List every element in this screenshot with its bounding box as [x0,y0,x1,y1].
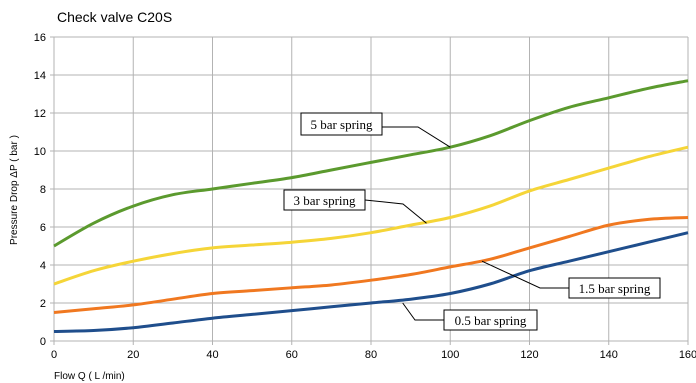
y-tick-label: 16 [34,32,46,44]
callout-line-0-5-bar-spring [402,302,444,321]
x-tick-label: 120 [520,349,538,361]
y-tick-label: 10 [34,146,46,158]
series-line-1-5-bar-spring [53,216,689,314]
callout-label-0-5-bar-spring: 0.5 bar spring [455,313,527,328]
callout-label-5-bar-spring: 5 bar spring [310,117,373,132]
callout-label-3-bar-spring: 3 bar spring [293,193,356,208]
callout-label-1-5-bar-spring: 1.5 bar spring [579,281,651,296]
x-tick-label: 40 [206,349,218,361]
x-tick-label: 60 [286,349,298,361]
y-tick-label: 12 [34,108,46,120]
x-tick-label: 140 [600,349,618,361]
y-tick-label: 14 [34,70,46,82]
x-tick-label: 20 [127,349,139,361]
y-tick-label: 6 [40,222,46,234]
annotations: 5 bar spring 3 bar spring 1.5 bar spring 0.… [283,112,661,331]
x-axis-label: Flow Q ( L /min) [54,371,125,382]
y-tick-label: 2 [40,298,46,310]
chart-title: Check valve C20S [57,9,172,25]
x-tick-label: 160 [679,349,696,361]
series-line-3-bar-spring [53,145,689,286]
grid-lines [53,36,689,342]
callout-box-0-5-bar-spring [443,309,538,331]
x-tick-label: 100 [441,349,459,361]
callout-line-5-bar-spring [382,126,451,148]
y-axis-label: Pressure Drop ΔP ( bar ) [9,135,20,245]
callout-line-3-bar-spring [364,199,427,224]
x-tick-label: 80 [365,349,377,361]
y-tick-label: 8 [40,184,46,196]
callout-box-1-5-bar-spring [568,277,661,299]
series-line-0-5-bar-spring [53,231,689,333]
callout-box-3-bar-spring [283,189,366,211]
x-tick-label: 0 [51,349,57,361]
series-lines [53,79,689,333]
series-line-5-bar-spring [53,79,689,248]
y-tick-label: 0 [40,336,46,348]
callout-box-5-bar-spring [300,112,383,136]
callout-line-1-5-bar-spring [481,260,569,289]
y-tick-label: 4 [40,260,46,272]
